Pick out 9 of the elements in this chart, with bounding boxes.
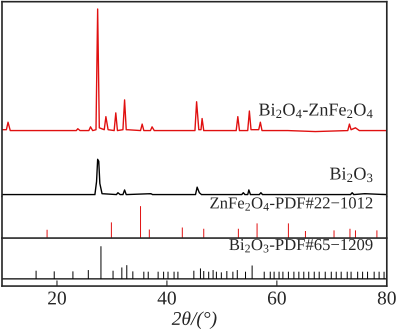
- annotation: Bi$_{2}$O$_{3}$: [330, 168, 372, 182]
- x-tick-label: 80: [378, 291, 396, 305]
- annotation: Bi$_{2}$O$_{4}$-ZnFe$_{2}$O$_{4}$: [259, 104, 373, 118]
- x-tick-label: 60: [268, 291, 286, 305]
- annotation: ZnFe$_{2}$O$_{4}$-PDF#22−1012: [210, 197, 372, 211]
- x-tick-label: 40: [158, 291, 176, 305]
- annotation: Bi$_{2}$O$_{3}$-PDF#65−1209: [229, 238, 372, 252]
- x-tick-label: 20: [48, 291, 66, 305]
- x-axis-title: 2θ/(°): [172, 311, 217, 330]
